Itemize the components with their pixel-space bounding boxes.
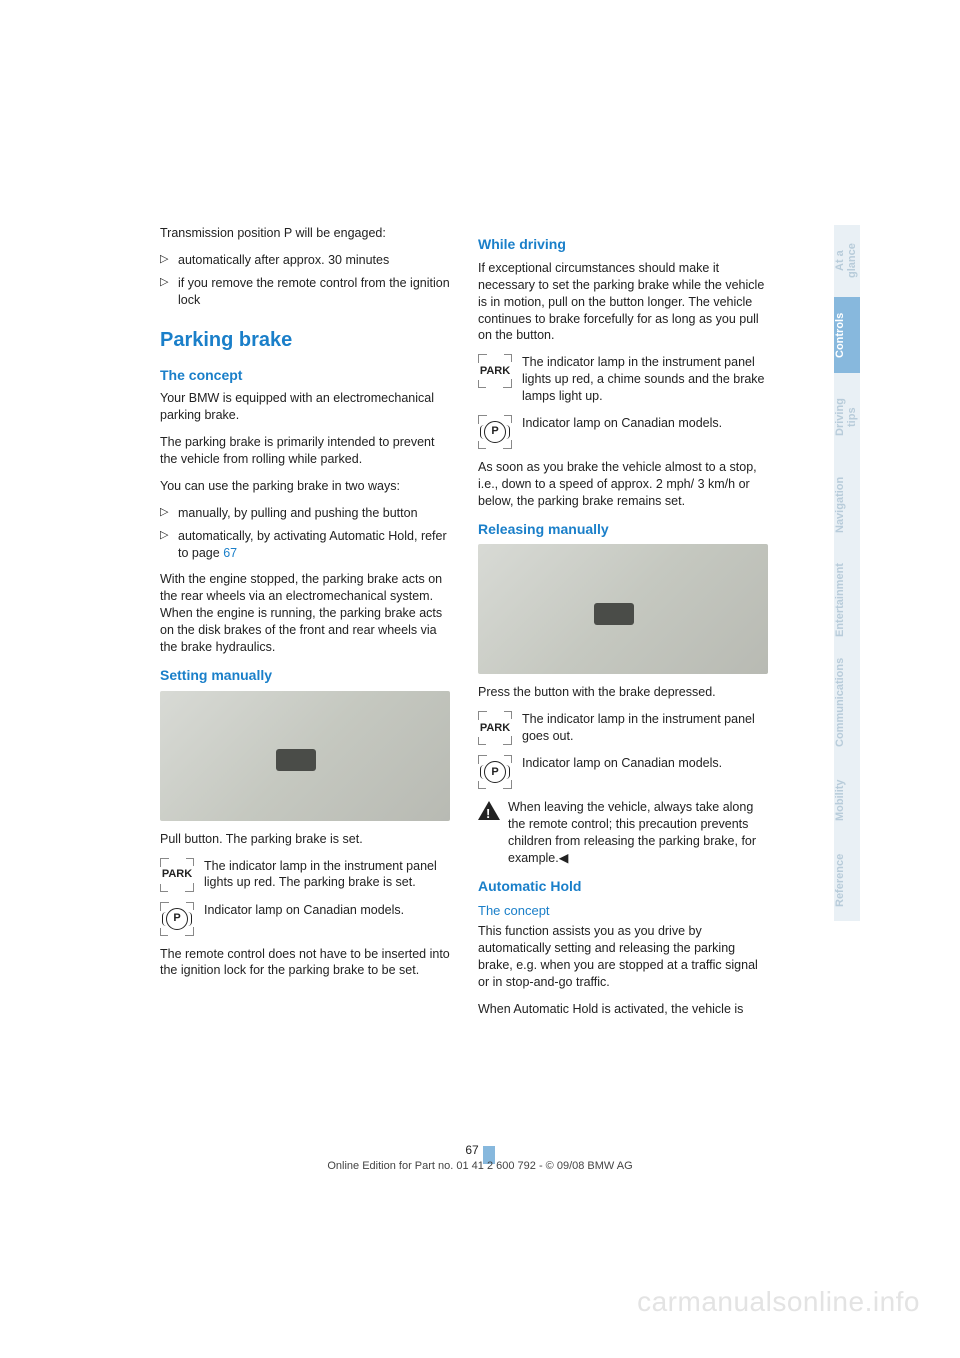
illustration-parking-brake-push	[478, 544, 768, 674]
indicator-p-circle: P Indicator lamp on Canadian models.	[478, 755, 768, 789]
footer-line: Online Edition for Part no. 01 41 2 600 …	[160, 1160, 800, 1172]
tab-communications[interactable]: Communications	[834, 651, 860, 761]
page-number: 67	[160, 1142, 800, 1160]
indicator-park: PARK The indicator lamp in the instrumen…	[478, 354, 768, 405]
indicator-p-circle: P Indicator lamp on Canadian models.	[160, 902, 450, 936]
p-icon-label: P	[491, 424, 498, 439]
bullet-list: manually, by pulling and pushing the but…	[160, 505, 450, 562]
heading-while-driving: While driving	[478, 235, 768, 254]
right-column: While driving If exceptional circumstanc…	[478, 225, 768, 1028]
indicator-text: The indicator lamp in the instrument pan…	[204, 858, 450, 892]
park-icon: PARK	[478, 354, 512, 388]
p-circle-icon: P	[478, 415, 512, 449]
paragraph: When Automatic Hold is activated, the ve…	[478, 1001, 768, 1018]
heading-setting-manually: Setting manually	[160, 666, 450, 685]
indicator-text: Indicator lamp on Canadian models.	[204, 902, 450, 919]
park-icon: PARK	[478, 711, 512, 745]
park-icon-label: PARK	[480, 364, 510, 379]
page-content: Transmission position P will be engaged:…	[160, 225, 800, 1028]
paragraph: The remote control does not have to be i…	[160, 946, 450, 980]
heading-concept: The concept	[160, 366, 450, 385]
list-item: manually, by pulling and pushing the but…	[160, 505, 450, 522]
tab-entertainment[interactable]: Entertainment	[834, 549, 860, 651]
tab-mobility[interactable]: Mobility	[834, 761, 860, 839]
heading-releasing-manually: Releasing manually	[478, 520, 768, 539]
indicator-text: Indicator lamp on Canadian models.	[522, 415, 768, 432]
paragraph: Pull button. The parking brake is set.	[160, 831, 450, 848]
paragraph: If exceptional circumstances should make…	[478, 260, 768, 344]
paragraph: With the engine stopped, the parking bra…	[160, 571, 450, 655]
tab-controls[interactable]: Controls	[834, 297, 860, 373]
indicator-text: Indicator lamp on Canadian models.	[522, 755, 768, 772]
watermark: carmanualsonline.info	[637, 1286, 920, 1318]
p-circle-icon: P	[478, 755, 512, 789]
warning-icon	[478, 801, 500, 820]
park-icon: PARK	[160, 858, 194, 892]
warning-text: When leaving the vehicle, always take al…	[508, 799, 768, 867]
indicator-text: The indicator lamp in the instrument pan…	[522, 711, 768, 745]
list-item: if you remove the remote control from th…	[160, 275, 450, 309]
left-column: Transmission position P will be engaged:…	[160, 225, 450, 1028]
illustration-parking-brake-pull	[160, 691, 450, 821]
tab-driving-tips[interactable]: Driving tips	[834, 373, 860, 461]
indicator-text: The indicator lamp in the instrument pan…	[522, 354, 768, 405]
subheading-concept: The concept	[478, 902, 768, 920]
p-icon-label: P	[491, 765, 498, 780]
heading-parking-brake: Parking brake	[160, 327, 450, 354]
indicator-park: PARK The indicator lamp in the instrumen…	[478, 711, 768, 745]
park-icon-label: PARK	[162, 867, 192, 882]
tab-navigation[interactable]: Navigation	[834, 461, 860, 549]
paragraph: This function assists you as you drive b…	[478, 923, 768, 991]
park-icon-label: PARK	[480, 721, 510, 736]
paragraph: Transmission position P will be engaged:	[160, 225, 450, 242]
heading-automatic-hold: Automatic Hold	[478, 877, 768, 896]
page-number-text: 67	[465, 1143, 478, 1157]
side-tabs: At a glance Controls Driving tips Naviga…	[834, 225, 860, 921]
paragraph: Your BMW is equipped with an electromech…	[160, 390, 450, 424]
list-item-text: automatically, by activating Automatic H…	[178, 529, 447, 560]
paragraph: The parking brake is primarily intended …	[160, 434, 450, 468]
page-link[interactable]: 67	[223, 546, 237, 560]
tab-reference[interactable]: Reference	[834, 839, 860, 921]
tab-at-a-glance[interactable]: At a glance	[834, 225, 860, 297]
paragraph: You can use the parking brake in two way…	[160, 478, 450, 495]
list-item: automatically after approx. 30 minutes	[160, 252, 450, 269]
indicator-p-circle: P Indicator lamp on Canadian models.	[478, 415, 768, 449]
indicator-park: PARK The indicator lamp in the instrumen…	[160, 858, 450, 892]
bullet-list: automatically after approx. 30 minutes i…	[160, 252, 450, 309]
paragraph: As soon as you brake the vehicle almost …	[478, 459, 768, 510]
p-icon-label: P	[173, 911, 180, 926]
list-item: automatically, by activating Automatic H…	[160, 528, 450, 562]
p-circle-icon: P	[160, 902, 194, 936]
warning-block: When leaving the vehicle, always take al…	[478, 799, 768, 867]
paragraph: Press the button with the brake depresse…	[478, 684, 768, 701]
